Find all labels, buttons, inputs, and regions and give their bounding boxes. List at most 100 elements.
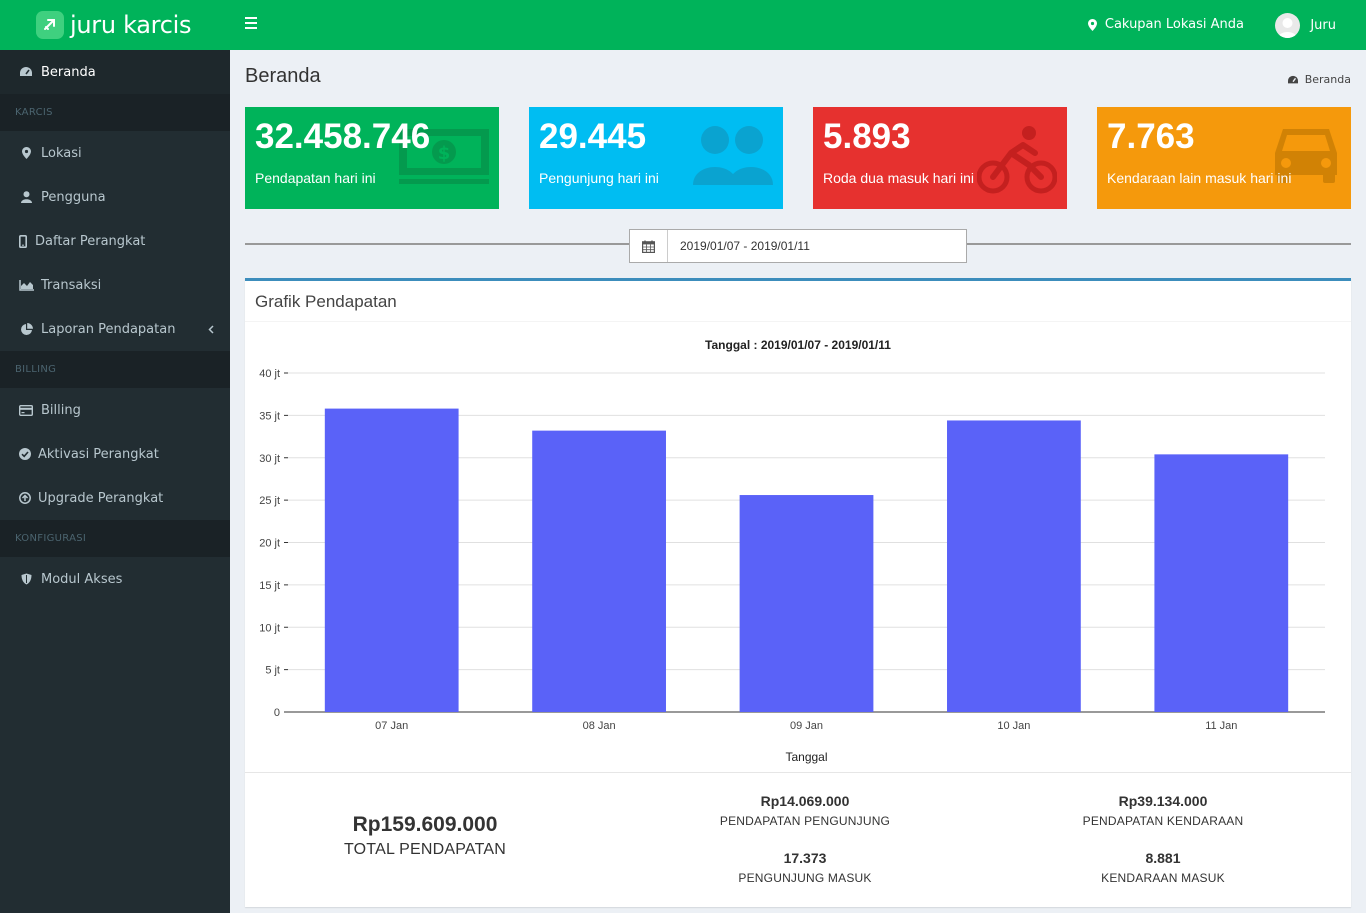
divider bbox=[245, 321, 1351, 322]
sidebar-item-label: Lokasi bbox=[41, 145, 82, 161]
y-tick-label: 35 jt bbox=[259, 410, 280, 422]
sidebar-header-konfigurasi: KONFIGURASI bbox=[0, 520, 230, 557]
total-revenue-value: Rp159.609.000 bbox=[352, 813, 498, 836]
sidebar-item-transaksi[interactable]: Transaksi bbox=[0, 263, 230, 307]
breadcrumb[interactable]: Beranda bbox=[1287, 73, 1351, 86]
x-tick-label: 10 Jan bbox=[997, 720, 1030, 732]
visitor-count-summary: 17.373 PENGUNJUNG MASUK bbox=[665, 850, 945, 885]
user-icon bbox=[18, 191, 34, 203]
total-revenue-summary: Rp159.609.000 TOTAL PENDAPATAN bbox=[305, 813, 545, 859]
visitor-income-summary: Rp14.069.000 PENDAPATAN PENGUNJUNG bbox=[665, 793, 945, 828]
visitor-income-value: Rp14.069.000 bbox=[760, 793, 850, 809]
sidebar-item-label: Pengguna bbox=[41, 189, 106, 205]
sidebar-item-label: Transaksi bbox=[41, 277, 102, 293]
chart-bar bbox=[1154, 454, 1289, 712]
sidebar-item-laporan-pendapatan[interactable]: Laporan Pendapatan bbox=[0, 307, 230, 351]
vehicle-income-label: PENDAPATAN KENDARAAN bbox=[1082, 814, 1244, 828]
chart-bar bbox=[324, 408, 459, 712]
stat-box-revenue: 32.458.746 Pendapatan hari ini $ bbox=[245, 107, 499, 209]
sidebar-toggle-button[interactable] bbox=[245, 17, 257, 31]
stat-box-two-wheel: 5.893 Roda dua masuk hari ini bbox=[813, 107, 1067, 209]
sidebar-item-billing[interactable]: Billing bbox=[0, 388, 230, 432]
divider bbox=[245, 772, 1351, 773]
sidebar-item-label: Upgrade Perangkat bbox=[38, 490, 164, 506]
location-scope-link[interactable]: Cakupan Lokasi Anda bbox=[1087, 17, 1244, 32]
stat-value: 7.763 bbox=[1107, 117, 1195, 156]
map-marker-icon bbox=[18, 147, 34, 159]
calendar-icon bbox=[630, 230, 668, 262]
app-logo[interactable]: juru karcis bbox=[0, 0, 230, 50]
x-tick-label: 09 Jan bbox=[790, 720, 823, 732]
date-range-value: 2019/01/07 - 2019/01/11 bbox=[680, 239, 810, 253]
pie-chart-icon bbox=[18, 322, 34, 336]
money-icon: $ bbox=[399, 123, 489, 193]
sidebar: Beranda KARCIS Lokasi Pengguna Daftar Pe… bbox=[0, 50, 230, 913]
chart-title: Tanggal : 2019/01/07 - 2019/01/11 bbox=[705, 338, 891, 352]
avatar bbox=[1275, 13, 1301, 38]
x-tick-label: 07 Jan bbox=[375, 720, 408, 732]
y-tick-label: 25 jt bbox=[259, 495, 280, 507]
y-tick-label: 40 jt bbox=[259, 368, 280, 380]
date-range-picker[interactable]: 2019/01/07 - 2019/01/11 bbox=[629, 229, 967, 263]
stat-label: Pendapatan hari ini bbox=[255, 170, 376, 186]
credit-card-icon bbox=[18, 404, 34, 416]
vehicle-income-value: Rp39.134.000 bbox=[1118, 793, 1208, 809]
users-icon bbox=[693, 123, 773, 189]
visitor-count-value: 17.373 bbox=[783, 850, 827, 866]
sidebar-item-aktivasi-perangkat[interactable]: Aktivasi Perangkat bbox=[0, 432, 230, 476]
sidebar-header-billing: BILLING bbox=[0, 351, 230, 388]
svg-text:$: $ bbox=[438, 143, 451, 164]
chart-bar bbox=[947, 420, 1081, 712]
y-tick-label: 30 jt bbox=[259, 453, 280, 465]
y-tick-label: 5 jt bbox=[265, 665, 280, 677]
location-scope-label: Cakupan Lokasi Anda bbox=[1104, 17, 1244, 32]
stat-value: 29.445 bbox=[539, 117, 647, 156]
vehicle-count-value: 8.881 bbox=[1145, 850, 1181, 866]
mobile-icon bbox=[18, 234, 28, 248]
bicycle-icon bbox=[976, 123, 1058, 199]
y-tick-label: 0 bbox=[274, 707, 280, 719]
sidebar-item-lokasi[interactable]: Lokasi bbox=[0, 131, 230, 175]
arrow-circle-up-icon bbox=[18, 492, 31, 504]
y-tick-label: 10 jt bbox=[259, 622, 280, 634]
sidebar-item-label: Daftar Perangkat bbox=[35, 233, 146, 249]
stat-box-other-vehicles: 7.763 Kendaraan lain masuk hari ini bbox=[1097, 107, 1351, 209]
stat-value: 32.458.746 bbox=[255, 117, 431, 156]
user-name: Juru bbox=[1310, 18, 1336, 33]
sidebar-item-beranda[interactable]: Beranda bbox=[0, 50, 230, 94]
visitor-count-label: PENGUNJUNG MASUK bbox=[738, 871, 872, 885]
sidebar-item-modul-akses[interactable]: Modul Akses bbox=[0, 557, 230, 601]
page-title: Beranda bbox=[245, 65, 321, 87]
revenue-bar-chart: Tanggal : 2019/01/07 - 2019/01/11 0 5 jt 10… bbox=[259, 338, 1325, 764]
map-marker-icon bbox=[1087, 18, 1097, 31]
revenue-chart-box: Grafik Pendapatan Tanggal : 2019/01/07 -… bbox=[245, 278, 1351, 907]
stat-value: 5.893 bbox=[823, 117, 911, 156]
app-title: juru karcis bbox=[70, 11, 192, 39]
vehicle-income-summary: Rp39.134.000 PENDAPATAN KENDARAAN bbox=[1023, 793, 1303, 828]
chevron-left-icon bbox=[208, 323, 214, 338]
sidebar-item-label: Laporan Pendapatan bbox=[41, 321, 176, 337]
sidebar-item-label: Aktivasi Perangkat bbox=[38, 446, 159, 462]
shield-icon bbox=[18, 573, 34, 585]
dashboard-icon bbox=[18, 66, 34, 78]
area-chart-icon bbox=[18, 279, 34, 291]
ticket-icon bbox=[36, 11, 64, 39]
sidebar-header-karcis: KARCIS bbox=[0, 94, 230, 131]
user-menu[interactable]: Juru bbox=[1275, 13, 1336, 38]
sidebar-item-pengguna[interactable]: Pengguna bbox=[0, 175, 230, 219]
stat-label: Roda dua masuk hari ini bbox=[823, 170, 974, 186]
chart-bar bbox=[532, 430, 666, 712]
check-circle-icon bbox=[18, 448, 31, 460]
breadcrumb-item: Beranda bbox=[1304, 73, 1351, 86]
sidebar-item-daftar-perangkat[interactable]: Daftar Perangkat bbox=[0, 219, 230, 263]
car-icon bbox=[1271, 123, 1341, 189]
sidebar-item-upgrade-perangkat[interactable]: Upgrade Perangkat bbox=[0, 476, 230, 520]
box-title: Grafik Pendapatan bbox=[255, 292, 397, 311]
dashboard-icon bbox=[1287, 75, 1298, 83]
x-axis-label: Tanggal bbox=[785, 750, 827, 764]
y-tick-label: 15 jt bbox=[259, 580, 280, 592]
chart-bar bbox=[739, 495, 874, 712]
sidebar-item-label: Modul Akses bbox=[41, 571, 123, 587]
vehicle-count-label: KENDARAAN MASUK bbox=[1101, 871, 1225, 885]
main-content: Beranda Beranda 32.458.746 Pendapatan ha… bbox=[230, 50, 1366, 913]
